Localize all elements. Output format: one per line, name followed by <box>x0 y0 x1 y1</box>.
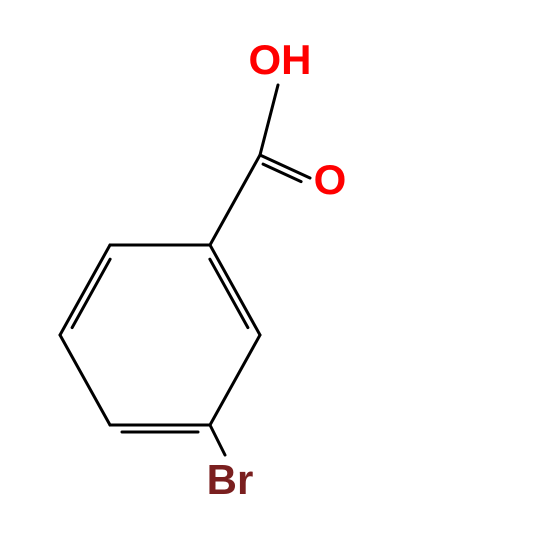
atom-o: O <box>314 156 347 204</box>
atom-oh: OH <box>249 36 312 84</box>
atom-br: Br <box>207 456 254 504</box>
